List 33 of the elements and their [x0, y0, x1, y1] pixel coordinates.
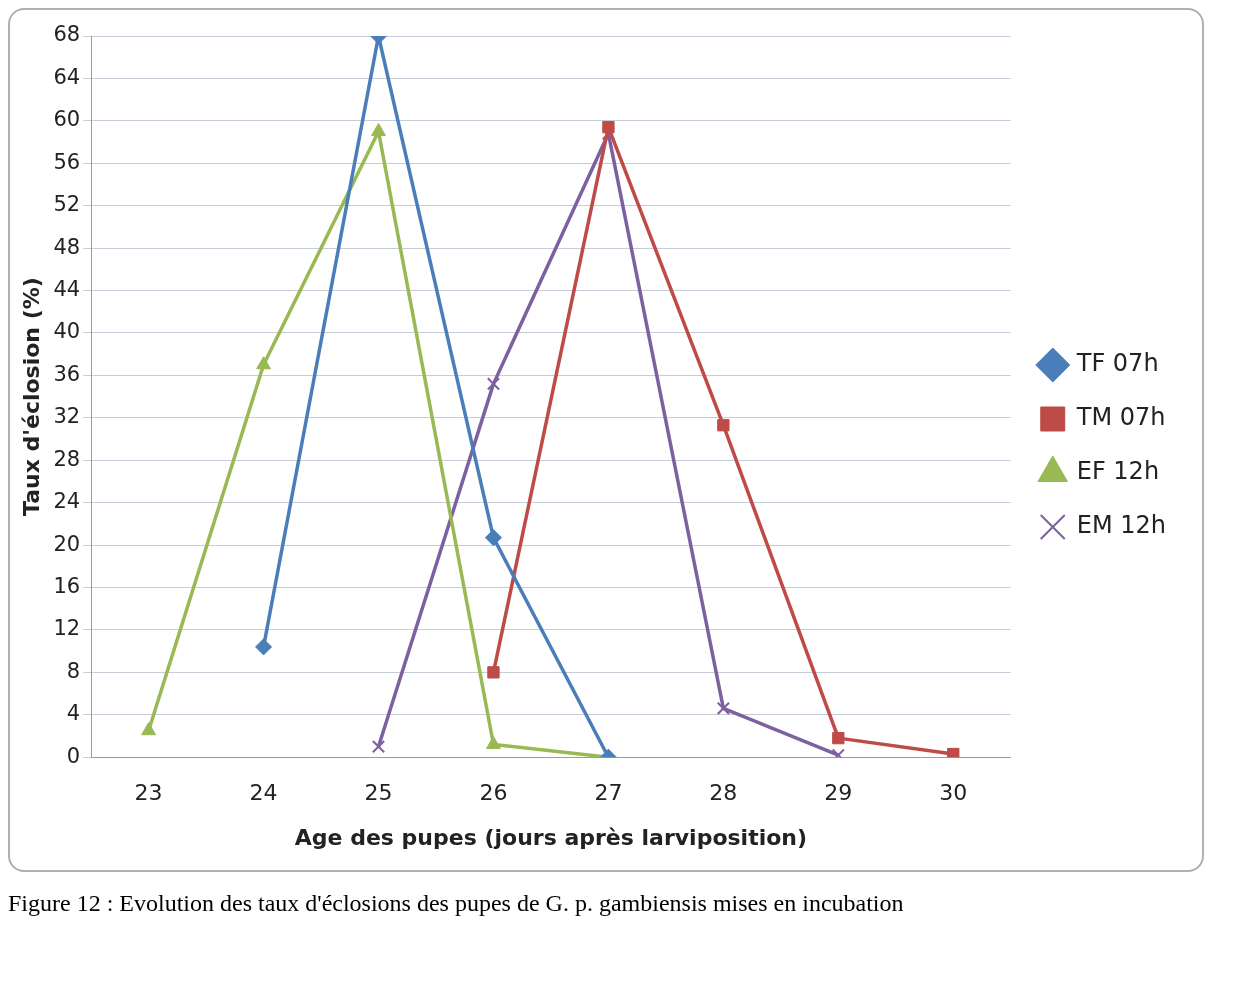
x-tick-label: 25: [364, 780, 393, 806]
x-tick-label: 29: [824, 780, 853, 806]
y-tick-label: 8: [66, 658, 81, 683]
x-axis-title: Age des pupes (jours après larviposition): [294, 824, 808, 850]
x-tick-label: 28: [709, 780, 738, 806]
y-axis-title: Taux d'éclosion (%): [18, 277, 44, 517]
x-tick-label: 30: [939, 780, 968, 806]
x-tick-label: 26: [479, 780, 508, 806]
y-tick-label: 40: [53, 319, 81, 344]
caption: Figure 12 : Evolution des taux d'éclosions des pupes de G. p. gambiensis mises en incubation: [8, 890, 905, 917]
legend-label: TF 07h: [1075, 349, 1159, 378]
x-tick-label: 23: [134, 780, 163, 806]
y-tick-label: 16: [53, 573, 81, 598]
y-tick-label: 68: [53, 22, 81, 47]
y-tick-label: 4: [66, 701, 81, 726]
x-tick-label: 24: [249, 780, 278, 806]
x-tick-label: 27: [594, 780, 623, 806]
legend-label: TM 07h: [1075, 403, 1166, 432]
y-tick-label: 0: [66, 743, 81, 768]
y-tick-label: 48: [53, 234, 81, 259]
y-tick-label: 64: [53, 64, 81, 89]
y-tick-label: 28: [53, 446, 81, 471]
y-tick-label: 12: [53, 616, 81, 641]
legend-label: EM 12h: [1076, 511, 1166, 540]
legend-label: EF 12h: [1076, 457, 1160, 486]
y-tick-label: 56: [53, 149, 81, 174]
y-tick-label: 44: [53, 276, 81, 301]
y-tick-label: 32: [53, 404, 81, 429]
y-tick-label: 60: [53, 107, 81, 132]
y-tick-label: 20: [53, 531, 81, 556]
y-tick-label: 36: [53, 361, 81, 386]
y-tick-label: 24: [53, 489, 81, 514]
y-tick-label: 52: [53, 192, 81, 217]
